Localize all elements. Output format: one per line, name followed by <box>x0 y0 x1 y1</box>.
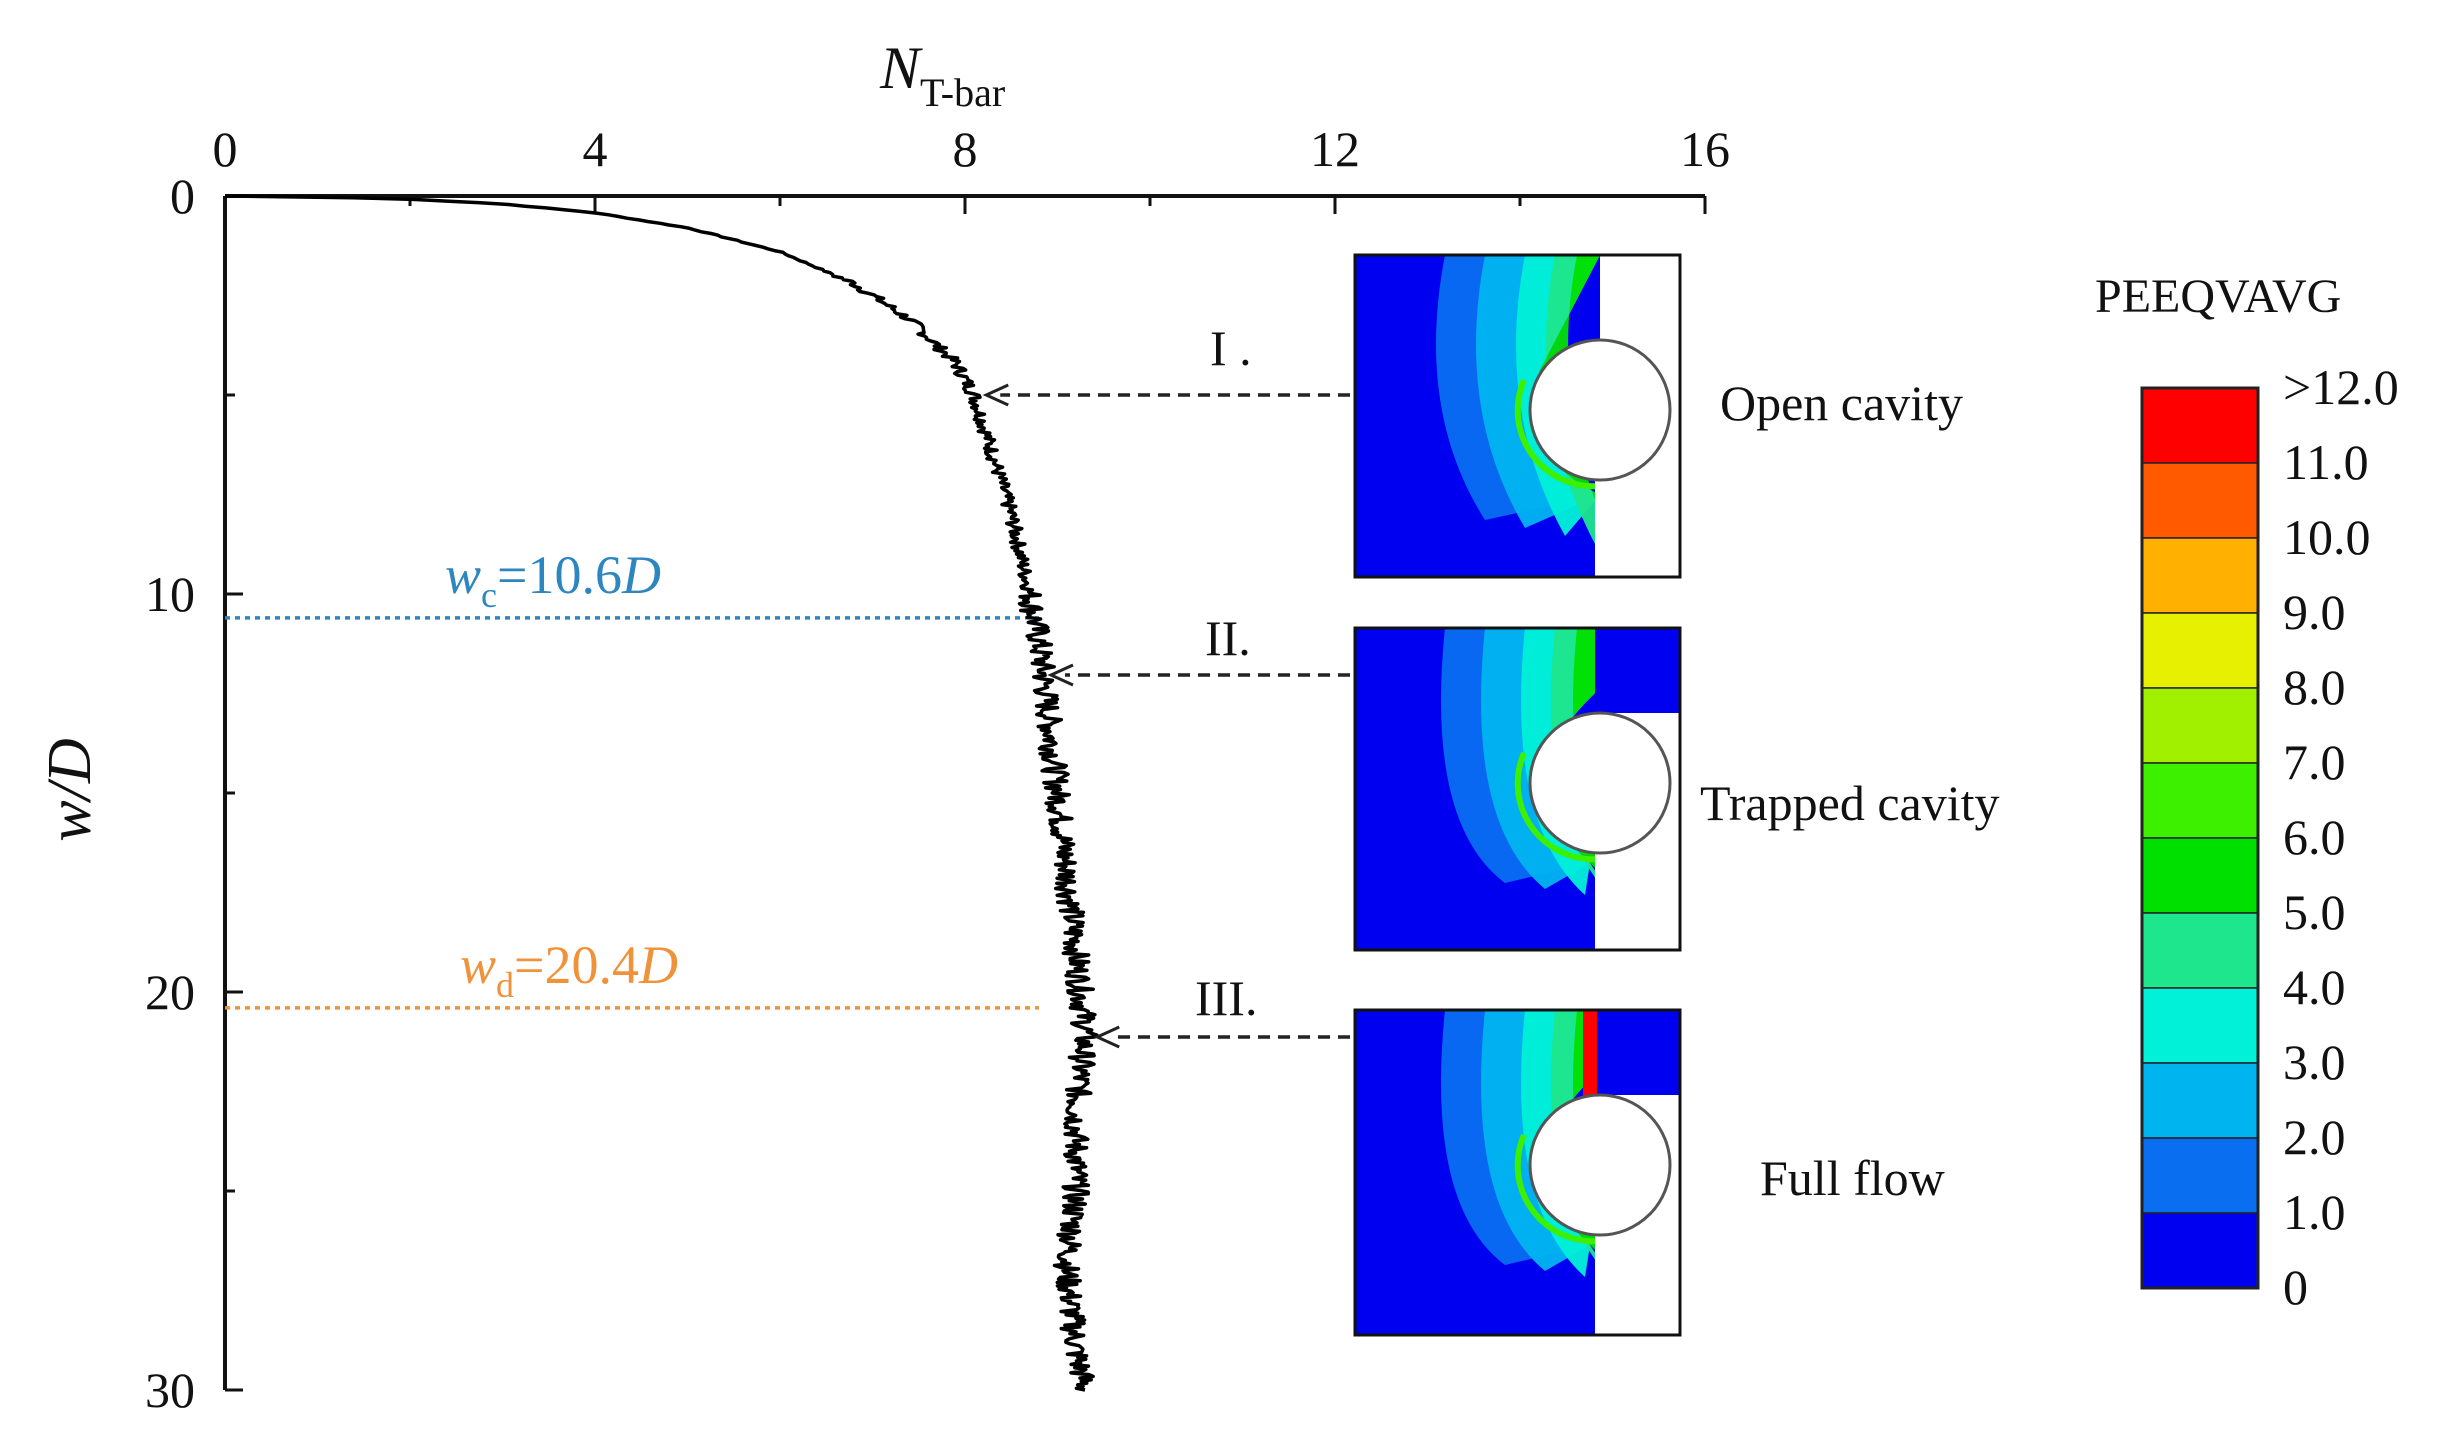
ref-label-sub: d <box>496 965 514 1005</box>
ref-label-value: =10.6 <box>497 545 622 605</box>
contour-rim <box>1514 751 1601 863</box>
contour-red-band <box>1583 1010 1597 1105</box>
x-axis-label-main: N <box>879 35 923 101</box>
ref-label-sub: c <box>481 575 497 615</box>
colorbar-label: 4.0 <box>2283 959 2346 1015</box>
annotation-caption: Trapped cavity <box>1700 775 2000 831</box>
x-tick-label: 16 <box>1680 121 1730 177</box>
annotation-caption: Full flow <box>1760 1150 1945 1206</box>
annotation-marker: I . <box>1210 320 1252 376</box>
colorbar-swatch <box>2141 762 2259 839</box>
colorbar-label: 11.0 <box>2283 434 2369 490</box>
y-tick-label: 0 <box>170 168 195 224</box>
data-curve <box>224 194 1099 1392</box>
contour-rim <box>1514 1133 1601 1245</box>
x-axis-label-sub: T-bar <box>920 70 1005 115</box>
colorbar-label: 7.0 <box>2283 734 2346 790</box>
colorbar-label: 0 <box>2283 1259 2308 1315</box>
colorbar-swatch <box>2141 612 2259 689</box>
tbar-circle <box>1528 1093 1672 1237</box>
colorbar-swatch <box>2141 1062 2259 1139</box>
series-line <box>224 194 1099 1392</box>
inset-frame <box>1353 1008 1682 1337</box>
colorbar-swatch <box>2141 987 2259 1064</box>
colorbar-swatch <box>2141 1137 2259 1214</box>
annotation-caption: Open cavity <box>1720 375 1963 431</box>
contour-inset <box>1353 1008 1682 1337</box>
colorbar-swatch <box>2141 687 2259 764</box>
ref-label-main: w <box>460 935 496 995</box>
inset-contours <box>1355 628 1680 950</box>
colorbar-label: 2.0 <box>2283 1109 2346 1165</box>
plot-axes: 0 4 8 12 16 NT-bar 0 10 20 30 w/D <box>36 35 1730 1418</box>
contour-inset <box>1353 626 1682 952</box>
annotation-arrowhead <box>1093 1025 1120 1049</box>
x-tick-label: 0 <box>213 121 238 177</box>
colorbar-frame <box>2140 386 2260 1290</box>
contour-band <box>1516 255 1600 536</box>
x-tick-label: 8 <box>953 121 978 177</box>
colorbar-swatch <box>2141 912 2259 989</box>
annotations: I . Open cavity II. Trapped cavity III. Full … <box>982 320 2000 1206</box>
x-tick-label: 4 <box>583 121 608 177</box>
reference-line-label: wc=10.6D <box>445 545 661 615</box>
colorbar-label: 8.0 <box>2283 659 2346 715</box>
colorbar-swatch <box>2141 537 2259 614</box>
annotation-arrowhead <box>1047 663 1074 687</box>
contour-band <box>1476 255 1600 528</box>
colorbar: PEEQVAVG >12.0 11.0 10.0 9.0 8.0 7.0 6.0 5.0 4.0 3… <box>2095 270 2399 1315</box>
inset-frame <box>1353 626 1682 952</box>
y-tick-label: 10 <box>145 566 195 622</box>
colorbar-swatch <box>2141 1212 2259 1289</box>
colorbar-label: 6.0 <box>2283 809 2346 865</box>
contour-band <box>1532 255 1600 544</box>
inset-frame <box>1353 253 1682 579</box>
reference-line-label: wd=20.4D <box>460 935 678 1005</box>
ref-label-unit: D <box>638 935 678 995</box>
colorbar-swatch <box>2141 462 2259 539</box>
x-axis-label: NT-bar <box>879 35 1005 115</box>
colorbar-label: >12.0 <box>2283 359 2399 415</box>
contour-rim <box>1514 378 1601 490</box>
annotation-marker: III. <box>1195 970 1257 1026</box>
y-tick-label: 20 <box>145 964 195 1020</box>
colorbar-label: 1.0 <box>2283 1184 2346 1240</box>
inset-contours <box>1355 255 1680 577</box>
colorbar-swatch <box>2141 387 2259 464</box>
colorbar-label: 10.0 <box>2283 509 2371 565</box>
annotation-arrowhead <box>982 383 1009 407</box>
y-axis-label: w/D <box>36 738 104 841</box>
colorbar-title: PEEQVAVG <box>2095 270 2341 323</box>
contour-insets <box>1353 253 1682 1337</box>
annotation-marker: II. <box>1205 610 1251 666</box>
ref-label-unit: D <box>621 545 661 605</box>
ref-label-value: =20.4 <box>514 935 639 995</box>
tbar-circle <box>1528 711 1672 855</box>
y-tick-label: 30 <box>145 1362 195 1418</box>
inset-contours <box>1355 1010 1680 1335</box>
colorbar-label: 3.0 <box>2283 1034 2346 1090</box>
x-tick-label: 12 <box>1310 121 1360 177</box>
colorbar-label: 5.0 <box>2283 884 2346 940</box>
tbar-circle <box>1528 338 1672 482</box>
ref-label-main: w <box>445 545 481 605</box>
colorbar-label: 9.0 <box>2283 584 2346 640</box>
colorbar-swatch <box>2141 837 2259 914</box>
contour-inset <box>1353 253 1682 579</box>
